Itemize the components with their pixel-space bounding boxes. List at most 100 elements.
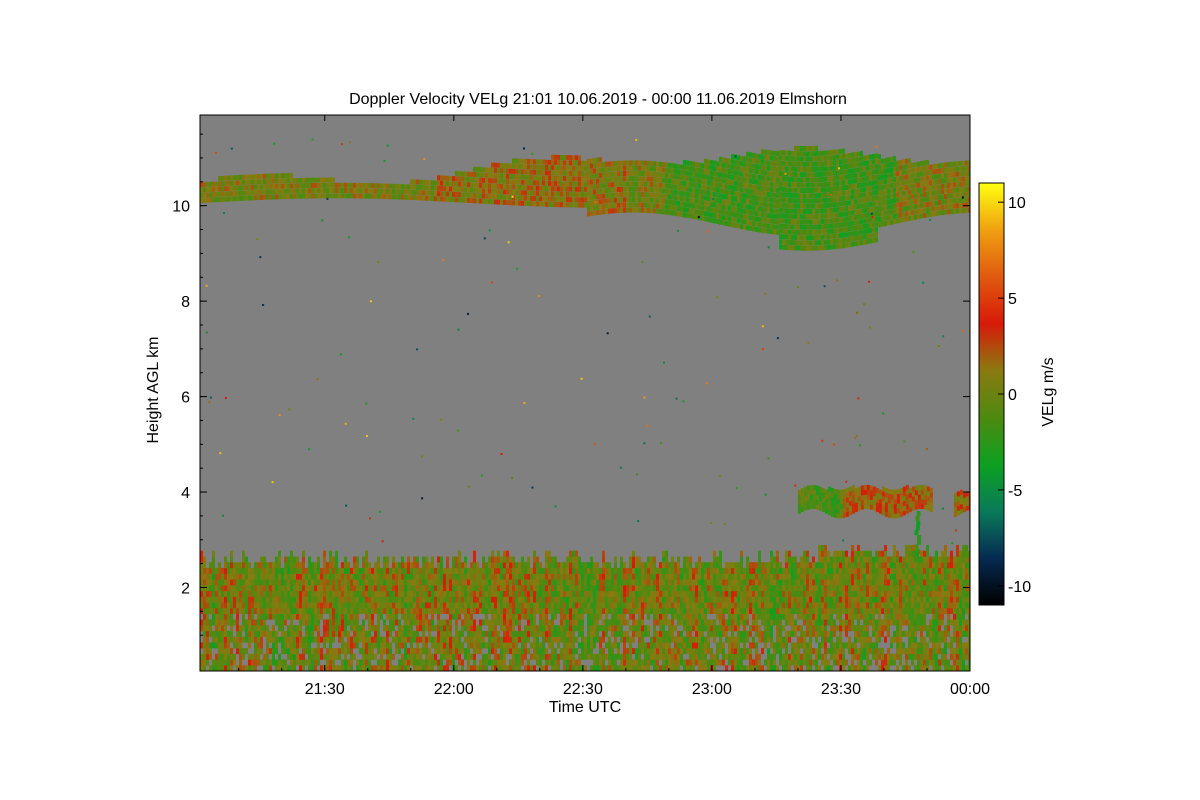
heatmap-cell: [377, 619, 380, 626]
heatmap-cell: [737, 223, 740, 229]
heatmap-cell: [578, 556, 581, 563]
heatmap-cell: [266, 665, 269, 671]
heatmap-cell: [290, 562, 293, 569]
heatmap-cell: [578, 642, 581, 649]
heatmap-cell: [485, 602, 488, 609]
heatmap-cell: [731, 175, 734, 180]
heatmap-cell: [665, 162, 668, 168]
heatmap-cell: [398, 562, 401, 569]
heatmap-cell: [413, 567, 416, 574]
heatmap-cell: [212, 590, 215, 597]
heatmap-cell: [533, 169, 536, 175]
heatmap-cell: [545, 567, 548, 574]
heatmap-cell: [278, 619, 281, 626]
heatmap-cell: [395, 585, 398, 592]
heatmap-cell: [926, 505, 930, 511]
heatmap-cell: [317, 573, 320, 580]
heatmap-cell: [899, 507, 903, 513]
heatmap-cell: [794, 177, 797, 183]
heatmap-cell: [656, 208, 659, 214]
heatmap-cell: [563, 642, 566, 649]
heatmap-cell: [746, 220, 749, 225]
heatmap-cell: [470, 187, 473, 193]
heatmap-cell: [872, 206, 875, 212]
heatmap-cell: [572, 608, 575, 614]
heatmap-cell: [383, 665, 386, 671]
heatmap-cell: [785, 176, 788, 182]
heatmap-cell: [242, 174, 245, 180]
heatmap-cell: [308, 630, 311, 637]
heatmap-cell: [359, 625, 362, 632]
heatmap-cell: [278, 585, 281, 592]
heatmap-cell: [923, 176, 926, 182]
heatmap-cell: [545, 562, 548, 569]
heatmap-cell: [851, 499, 855, 505]
heatmap-cell: [773, 208, 776, 214]
heatmap-cell: [764, 217, 767, 223]
heatmap-cell: [917, 182, 920, 188]
heatmap-cell: [317, 567, 320, 574]
heatmap-cell: [305, 177, 308, 183]
heatmap-cell: [518, 630, 521, 637]
heatmap-cell: [215, 613, 218, 620]
heatmap-cell: [335, 648, 338, 655]
heatmap-cell: [692, 177, 695, 183]
heatmap-cell: [368, 613, 371, 620]
heatmap-cell: [851, 220, 854, 226]
heatmap-cell: [221, 573, 224, 580]
heatmap-cell: [437, 659, 440, 666]
heatmap-cell: [662, 188, 665, 194]
heatmap-cell: [581, 630, 584, 637]
heatmap-cell: [470, 602, 473, 609]
heatmap-cell: [893, 499, 897, 505]
heatmap-cell: [938, 179, 941, 184]
heatmap-cell: [458, 590, 461, 597]
heatmap-cell: [830, 507, 834, 512]
heatmap-cell: [800, 219, 803, 225]
heatmap-cell: [452, 176, 455, 182]
heatmap-cell: [389, 619, 392, 626]
heatmap-cell: [800, 167, 803, 172]
heatmap-cell: [428, 185, 431, 191]
heatmap-cell: [947, 177, 950, 183]
heatmap-cell: [386, 573, 389, 580]
heatmap-cell: [782, 176, 785, 182]
heatmap-cell: [557, 579, 560, 586]
heatmap-cell: [968, 186, 970, 192]
heatmap-cell: [878, 164, 881, 170]
heatmap-cell: [890, 156, 893, 162]
heatmap-cell: [473, 166, 476, 172]
heatmap-cell: [326, 625, 329, 632]
heatmap-cell: [428, 602, 431, 609]
heatmap-cell: [860, 187, 863, 193]
heatmap-cell: [521, 648, 524, 655]
heatmap-cell: [488, 167, 491, 173]
heatmap-cell: [542, 630, 545, 637]
heatmap-cell: [869, 212, 872, 218]
heatmap-cell: [263, 573, 266, 580]
heatmap-cell: [713, 186, 716, 192]
heatmap-cell: [494, 188, 497, 194]
heatmap-cell: [470, 596, 473, 603]
heatmap-cell: [470, 636, 473, 643]
heatmap-cell: [494, 665, 497, 671]
heatmap-cell: [305, 596, 308, 603]
heatmap-cell: [350, 625, 353, 632]
heatmap-cell: [911, 505, 915, 511]
heatmap-cell: [671, 184, 674, 190]
heatmap-cell: [632, 202, 635, 208]
heatmap-cell: [416, 184, 419, 190]
heatmap-cell: [311, 585, 314, 592]
heatmap-cell: [842, 201, 845, 207]
heatmap-cell: [230, 550, 233, 557]
heatmap-cell: [467, 192, 470, 198]
heatmap-cell: [614, 187, 617, 193]
heatmap-cell: [716, 213, 719, 219]
heatmap-cell: [377, 188, 380, 194]
heatmap-cell: [872, 500, 876, 506]
heatmap-cell: [581, 619, 584, 626]
heatmap-cell: [221, 665, 224, 671]
heatmap-cell: [581, 602, 584, 609]
heatmap-cell: [968, 171, 970, 176]
